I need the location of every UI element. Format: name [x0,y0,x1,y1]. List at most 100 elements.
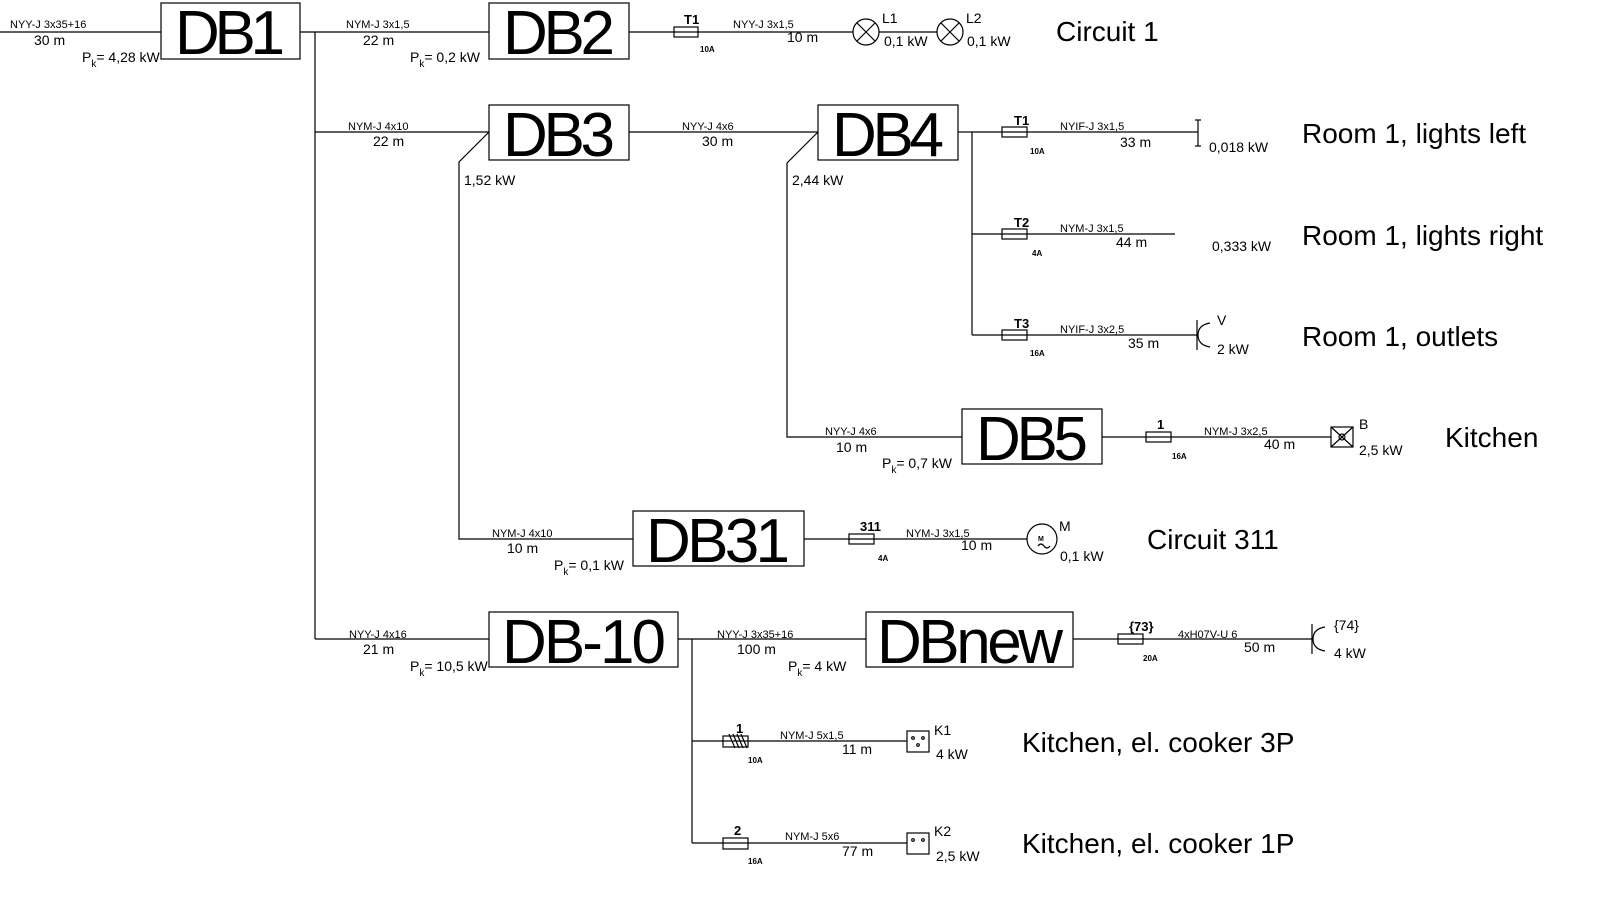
db2-label: DB2 [503,0,615,68]
svg-text:0,018 kW: 0,018 kW [1209,139,1269,155]
svg-text:0,1 kW: 0,1 kW [1060,548,1104,564]
db5-board[interactable]: DB5 [961,405,1103,474]
cable-length: 100 m [737,641,776,657]
db31-label: DB31 [646,507,790,576]
fuse-icon [673,26,699,38]
db5-label: DB5 [976,405,1088,474]
fuse-icon [848,533,875,545]
cable-length: 10 m [836,439,867,455]
svg-text:20A: 20A [1143,654,1158,663]
svg-text:4A: 4A [1032,249,1042,258]
svg-text:NYM-J 5x1,5: NYM-J 5x1,5 [780,730,844,742]
db3-label: DB3 [503,101,615,170]
svg-text:Kitchen, el. cooker 3P: Kitchen, el. cooker 3P [1022,727,1294,758]
cable-type: NYM-J 4x10 [492,528,553,540]
cable-type: NYM-J 4x10 [348,121,409,133]
fuse-icon [1001,329,1028,341]
fuse-icon [1001,126,1028,138]
circuit-cooker-3p: 1 10A NYM-J 5x1,5 11 m K1 4 kW Kitchen, … [692,721,1294,765]
svg-text:B: B [1359,416,1368,432]
circuit-311: 311 4A NYM-J 3x1,5 10 m M M 0,1 kW Circu… [804,518,1279,564]
cable-length: 30 m [34,32,65,48]
svg-text:16A: 16A [1172,452,1187,461]
db4-board[interactable]: DB4 [817,101,959,170]
cable-length: 22 m [363,32,394,48]
svg-text:M: M [1038,536,1044,543]
svg-text:10A: 10A [1030,147,1045,156]
svg-text:16A: 16A [1030,349,1045,358]
svg-text:K1: K1 [934,722,951,738]
socket-1p-icon [906,832,930,855]
power-label: Pk= 0,2 kW [410,49,481,70]
svg-text:NYM-J 3x1,5: NYM-J 3x1,5 [906,528,970,540]
cable-length: 10 m [507,540,538,556]
svg-text:0,1 kW: 0,1 kW [967,33,1011,49]
svg-text:16A: 16A [748,857,763,866]
outlet-icon [1196,320,1211,350]
svg-text:Kitchen: Kitchen [1445,422,1538,453]
svg-text:T3: T3 [1014,316,1029,331]
power-label: Pk= 10,5 kW [410,658,489,679]
svg-text:1: 1 [1157,417,1164,432]
svg-text:NYM-J 5x6: NYM-J 5x6 [785,831,839,843]
dbnew-label: DBnew [877,608,1063,677]
circuit-cooker-1p: 2 16A NYM-J 5x6 77 m K2 2,5 kW Kitchen, … [692,823,1294,866]
svg-text:44 m: 44 m [1116,234,1147,250]
svg-text:10 m: 10 m [787,29,818,45]
svg-text:77 m: 77 m [842,843,873,859]
db10-board[interactable]: DB-10 [488,608,679,677]
light-fixture-icon [1195,119,1201,147]
power-label: Pk= 4 kW [788,658,847,679]
power-label: Pk= 0,7 kW [882,455,953,476]
circuit-room-outlets: T3 16A NYIF-J 3x2,5 35 m V 2 kW Room 1, … [972,312,1498,358]
db3-board[interactable]: DB3 [488,101,630,170]
svg-text:2,5 kW: 2,5 kW [1359,442,1403,458]
cable-length: 30 m [702,133,733,149]
svg-text:4A: 4A [878,554,888,563]
svg-text:Room 1, lights right: Room 1, lights right [1302,220,1543,251]
motor-icon: M [1026,523,1058,555]
hatch [728,733,748,749]
circuit-room-lights-left: T1 10A NYIF-J 3x1,5 33 m 0,018 kW Room 1… [972,113,1526,156]
power-label: Pk= 0,1 kW [554,557,625,578]
dbnew-board[interactable]: DBnew [865,608,1074,677]
svg-text:NYM-J 3x1,5: NYM-J 3x1,5 [1060,223,1124,235]
socket-3p-icon [906,730,930,753]
svg-text:M: M [1059,518,1071,534]
svg-text:T2: T2 [1014,215,1029,230]
power-label: Pk= 4,28 kW [82,49,161,70]
svg-text:35 m: 35 m [1128,335,1159,351]
fuse-icon [1001,228,1028,240]
svg-text:Room 1, lights left: Room 1, lights left [1302,118,1526,149]
cable-type: NYM-J 3x1,5 [346,19,410,31]
svg-text:L1: L1 [882,10,898,26]
feed-line: NYY-J 3x35+16 30 m Pk= 4,28 kW [0,19,161,70]
svg-text:4 kW: 4 kW [1334,645,1367,661]
svg-text:50 m: 50 m [1244,639,1275,655]
svg-text:2,5 kW: 2,5 kW [936,848,980,864]
svg-text:NYM-J 3x2,5: NYM-J 3x2,5 [1204,426,1268,438]
svg-text:Circuit 311: Circuit 311 [1147,524,1279,555]
svg-text:0,1 kW: 0,1 kW [884,33,928,49]
db1-board[interactable]: DB1 [160,0,301,68]
svg-text:10A: 10A [700,45,715,54]
svg-text:{73}: {73} [1129,619,1154,634]
svg-text:1: 1 [736,721,743,736]
cable-type: NYY-J 4x16 [349,629,407,641]
fuse-icon [722,837,749,850]
cable-length: 21 m [363,641,394,657]
svg-text:L2: L2 [966,10,982,26]
outlet-icon [1311,624,1326,654]
db31-board[interactable]: DB31 [632,507,805,576]
lamp-icon [936,18,964,46]
svg-text:2 kW: 2 kW [1217,341,1250,357]
svg-text:10A: 10A [748,756,763,765]
circuit-kitchen: 1 16A NYM-J 3x2,5 40 m B 2,5 kW Kitchen [1102,416,1538,461]
cable-type: NYY-J 4x6 [825,426,877,438]
cable-type: NYY-J 3x35+16 [10,19,86,31]
svg-text:NYY-J 3x1,5: NYY-J 3x1,5 [733,19,794,31]
svg-text:{74}: {74} [1334,617,1359,633]
svg-text:2: 2 [734,823,741,838]
db2-board[interactable]: DB2 [488,0,630,68]
